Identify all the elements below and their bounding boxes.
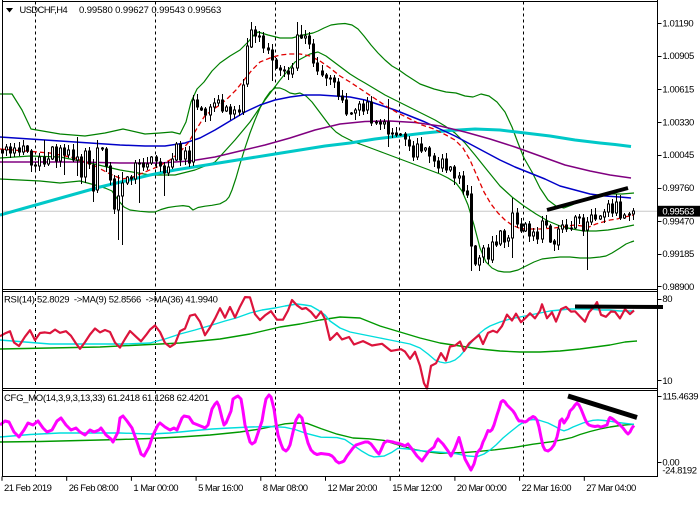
- svg-text:-24.8192: -24.8192: [662, 466, 696, 477]
- svg-text:0.99470: 0.99470: [662, 216, 694, 227]
- svg-text:1.01190: 1.01190: [662, 18, 693, 29]
- svg-text:0.00: 0.00: [662, 458, 679, 469]
- svg-text:0.99185: 0.99185: [662, 249, 694, 260]
- svg-text:20 Mar 00:00: 20 Mar 00:00: [457, 483, 507, 494]
- svg-text:22 Mar 16:00: 22 Mar 16:00: [522, 483, 572, 494]
- svg-text:CFG_MO(14,3,9,3,13,33) 61.2418: CFG_MO(14,3,9,3,13,33) 61.2418 61.1268 6…: [4, 393, 209, 404]
- svg-text:1.00045: 1.00045: [662, 150, 694, 161]
- svg-text:1.00330: 1.00330: [662, 117, 694, 128]
- svg-text:0.99760: 0.99760: [662, 183, 694, 194]
- svg-text:27 Mar 04:00: 27 Mar 04:00: [586, 483, 636, 494]
- svg-text:0.99563: 0.99563: [662, 207, 694, 218]
- svg-text:RSI(14) 52.8029 ->MA(9) 52.85: RSI(14) 52.8029 ->MA(9) 52.8566 ->MA(36)…: [4, 295, 218, 306]
- svg-text:1.00615: 1.00615: [662, 85, 694, 96]
- svg-text:5 Mar 16:00: 5 Mar 16:00: [198, 483, 243, 494]
- svg-text:1 Mar 00:00: 1 Mar 00:00: [133, 483, 178, 494]
- svg-text:0.99580 0.99627 0.99543 0.9956: 0.99580 0.99627 0.99543 0.99563: [79, 5, 221, 16]
- svg-text:USDCHF,H4: USDCHF,H4: [20, 5, 68, 15]
- svg-text:1.00905: 1.00905: [662, 51, 694, 62]
- svg-text:10: 10: [662, 376, 672, 387]
- svg-text:21 Feb 2019: 21 Feb 2019: [4, 483, 52, 494]
- svg-text:80: 80: [662, 294, 672, 305]
- svg-text:115.4639: 115.4639: [662, 392, 698, 403]
- svg-text:0.98900: 0.98900: [662, 282, 694, 293]
- svg-text:26 Feb 08:00: 26 Feb 08:00: [69, 483, 119, 494]
- svg-text:15 Mar 12:00: 15 Mar 12:00: [392, 483, 442, 494]
- svg-text:8 Mar 08:00: 8 Mar 08:00: [263, 483, 308, 494]
- svg-text:12 Mar 20:00: 12 Mar 20:00: [328, 483, 378, 494]
